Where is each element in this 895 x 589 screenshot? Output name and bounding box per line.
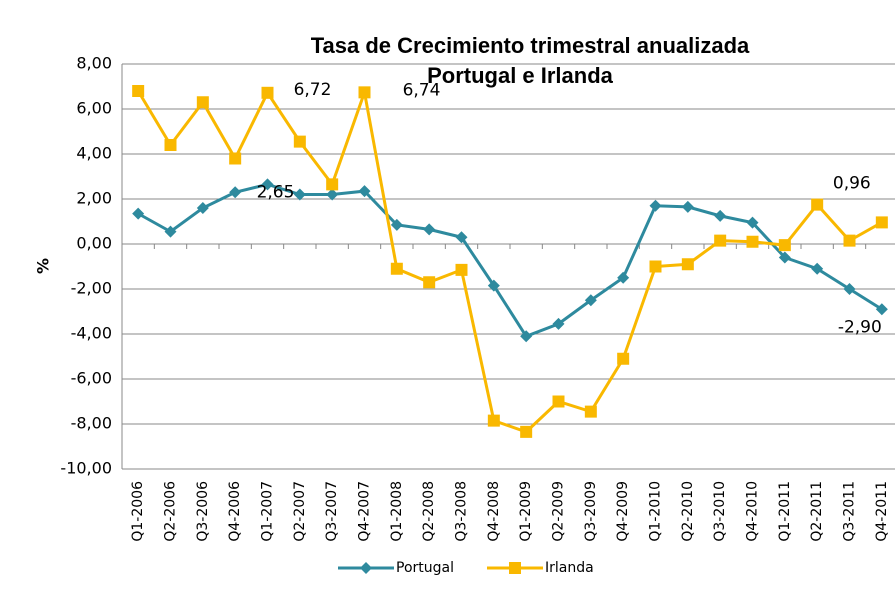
data-point [552,395,565,408]
x-tick-label: Q4-2011 [874,481,890,542]
data-point [584,294,597,307]
data-point [617,352,630,365]
legend-label: Irlanda [545,560,594,576]
data-point [714,209,727,222]
data-point [423,276,436,289]
x-tick-label: Q3-2009 [583,481,599,542]
data-point [229,186,242,199]
x-tick-label: Q2-2009 [551,481,567,542]
data-point [811,198,824,211]
data-point [649,199,662,212]
y-tick-label: 4,00 [76,144,112,163]
x-tick-label: Q3-2007 [324,481,340,542]
data-point [617,271,630,284]
legend-label: Portugal [396,560,454,576]
x-tick-label: Q4-2006 [227,481,243,542]
data-point [229,152,242,165]
data-point [455,263,468,276]
x-tick-label: Q3-2008 [454,481,470,542]
data-label: -2,90 [838,317,882,337]
x-tick-label: Q4-2009 [615,481,631,542]
y-axis-label: % [34,258,53,274]
data-point [390,218,403,231]
x-tick-label: Q3-2006 [195,481,211,542]
data-point [778,251,791,264]
data-point [326,178,339,191]
x-tick-label: Q4-2007 [357,481,373,542]
x-tick-label: Q3-2010 [712,481,728,542]
data-point [778,239,791,252]
data-point [196,202,209,214]
x-tick-label: Q1-2006 [130,481,146,542]
data-point [681,200,694,213]
data-point [552,317,565,330]
data-point [714,234,727,247]
data-point [843,234,856,247]
legend-marker [509,562,521,574]
x-tick-label: Q2-2010 [680,481,696,542]
data-point [132,207,145,220]
series-line [137,182,883,339]
x-tick-label: Q1-2009 [518,481,534,542]
x-tick-label: Q4-2008 [486,481,502,542]
data-point [487,279,500,292]
data-point [164,139,177,151]
y-tick-label: 8,00 [76,54,112,73]
data-label: 6,72 [294,80,332,100]
y-tick-label: 2,00 [76,189,112,208]
data-point [520,330,533,343]
data-point [358,86,371,99]
y-tick-label: -10,00 [60,459,112,478]
data-point [423,223,436,236]
data-point [261,86,274,99]
x-tick-label: Q1-2011 [777,481,793,542]
data-point [132,85,145,97]
data-point [487,414,500,427]
data-point [875,216,888,229]
x-tick-label: Q2-2007 [292,481,308,542]
data-point [681,258,694,271]
y-tick-label: 0,00 [76,234,112,253]
data-point [164,225,177,238]
x-tick-label: Q2-2006 [163,481,179,542]
data-point [520,425,533,438]
y-tick-label: 6,00 [76,99,112,118]
data-point [390,262,403,275]
data-point [293,188,306,201]
y-tick-label: -8,00 [71,414,112,433]
series-line [136,86,883,434]
chart-subtitle: Portugal e Irlanda [427,63,614,88]
data-point [843,283,856,295]
data-point [261,178,274,191]
data-point [584,405,597,418]
data-point [746,235,759,248]
x-tick-label: Q2-2008 [421,481,437,542]
data-label: 2,65 [257,182,295,202]
x-tick-label: Q1-2007 [260,481,276,542]
data-point [455,231,468,244]
data-point [326,188,339,201]
x-tick-label: Q4-2010 [745,481,761,542]
x-tick-label: Q1-2010 [648,481,664,542]
y-tick-label: -6,00 [71,369,112,388]
x-tick-label: Q1-2008 [389,481,405,542]
chart-title: Tasa de Crecimiento trimestral anualizad… [311,33,750,58]
data-label: 6,74 [403,80,441,100]
data-label: 0,96 [833,173,871,193]
x-tick-label: Q2-2011 [809,481,825,542]
data-point [358,185,371,198]
data-point [649,260,662,273]
data-point [875,303,888,316]
data-point [196,96,209,109]
y-tick-label: -4,00 [71,324,112,343]
legend-marker [360,562,372,574]
data-point [811,262,824,275]
x-tick-label: Q3-2011 [842,481,858,542]
y-tick-label: -2,00 [71,279,112,298]
data-point [746,216,759,229]
data-point [293,135,306,148]
